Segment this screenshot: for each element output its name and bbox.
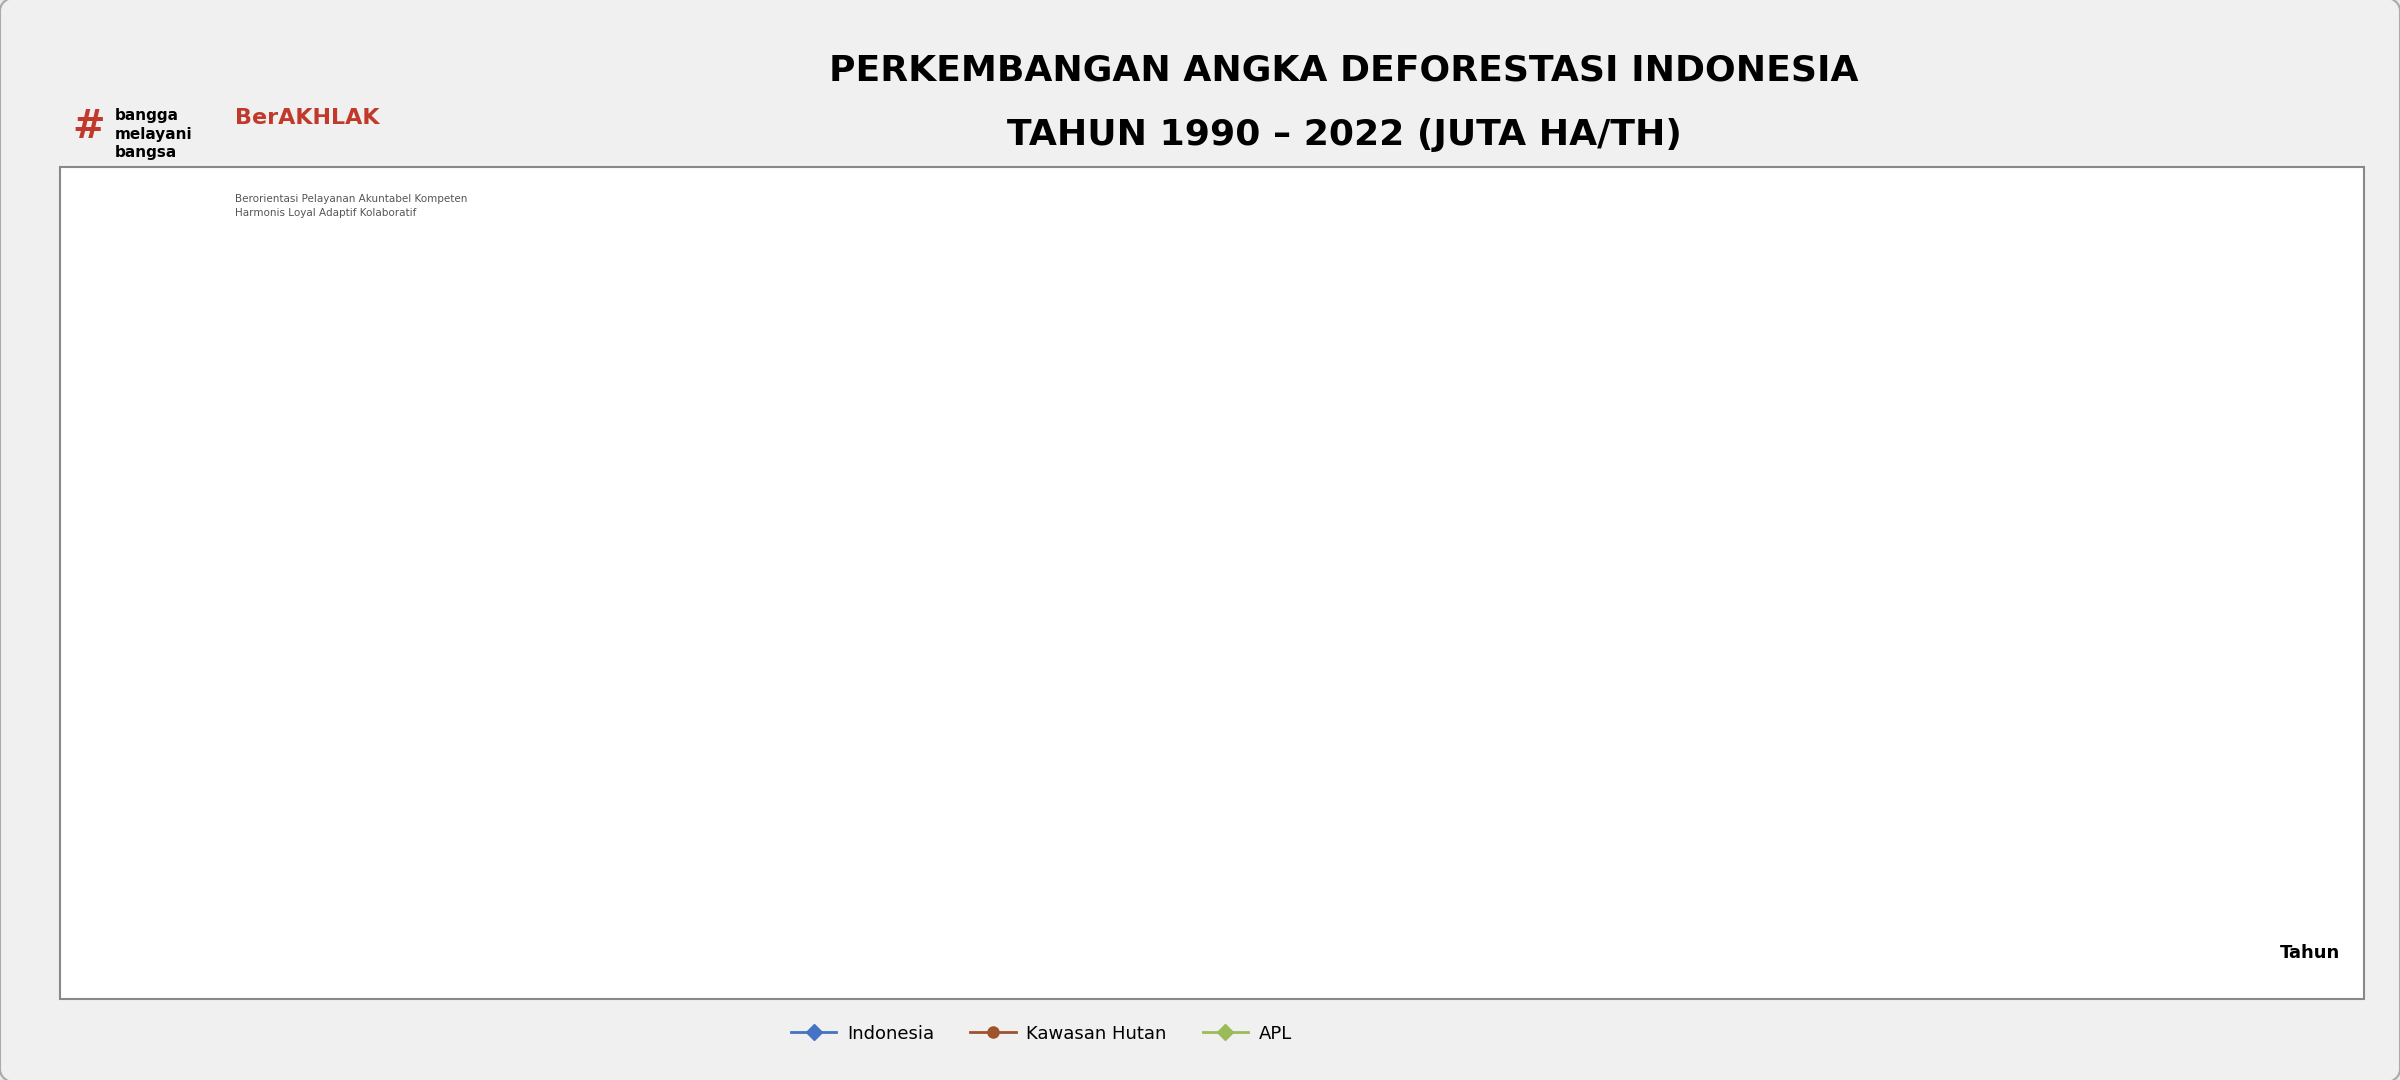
Text: 0,22: 0,22 bbox=[1738, 829, 1769, 843]
Text: 0,76: 0,76 bbox=[626, 771, 658, 785]
Text: 0,83: 0,83 bbox=[749, 729, 780, 743]
Text: PERKEMBANGAN ANGKA DEFORESTASI INDONESIA: PERKEMBANGAN ANGKA DEFORESTASI INDONESIA bbox=[830, 53, 1858, 87]
Y-axis label: Angka Deforestasi (juta hektar/tahun): Angka Deforestasi (juta hektar/tahun) bbox=[110, 417, 125, 706]
Text: 0,68: 0,68 bbox=[379, 787, 410, 801]
Text: 1,87: 1,87 bbox=[257, 558, 288, 572]
Text: 0,12: 0,12 bbox=[874, 879, 905, 893]
Text: 0,30: 0,30 bbox=[504, 816, 533, 831]
Text: Tahun: Tahun bbox=[2280, 944, 2340, 961]
Text: 0,63: 0,63 bbox=[1490, 762, 1522, 777]
Text: 0,39: 0,39 bbox=[1121, 801, 1150, 815]
Text: TAHUN 1990 – 2022 (JUTA HA/TH): TAHUN 1990 – 2022 (JUTA HA/TH) bbox=[1006, 118, 1682, 152]
Text: 0,12: 0,12 bbox=[1985, 846, 2014, 860]
Text: 1,09: 1,09 bbox=[1366, 687, 1397, 700]
Text: 0,48: 0,48 bbox=[1613, 787, 1644, 801]
Text: 0,46: 0,46 bbox=[1860, 791, 1891, 805]
Legend: Indonesia, Kawasan Hutan, APL: Indonesia, Kawasan Hutan, APL bbox=[785, 1017, 1298, 1050]
Text: 1,08: 1,08 bbox=[504, 688, 533, 702]
Text: 0,11: 0,11 bbox=[2107, 848, 2138, 862]
Text: 0,09: 0,09 bbox=[1860, 885, 1891, 899]
Text: 1,37: 1,37 bbox=[242, 671, 274, 685]
Text: 0,03: 0,03 bbox=[2230, 894, 2261, 908]
Text: 0,18: 0,18 bbox=[1613, 869, 1644, 883]
Text: 0,10: 0,10 bbox=[2230, 849, 2261, 863]
Text: 0,50: 0,50 bbox=[257, 816, 288, 831]
Text: 0,61: 0,61 bbox=[996, 766, 1027, 780]
Text: 0,35: 0,35 bbox=[996, 839, 1027, 853]
Text: 0,61: 0,61 bbox=[749, 796, 780, 810]
Text: 0,82: 0,82 bbox=[1378, 731, 1409, 745]
Text: 0,18: 0,18 bbox=[1366, 869, 1397, 883]
Text: 0,22: 0,22 bbox=[1738, 860, 1769, 874]
Text: 0,11: 0,11 bbox=[1243, 881, 1274, 895]
Text: 0,73: 0,73 bbox=[1121, 745, 1150, 759]
Text: bangga
melayani
bangsa: bangga melayani bangsa bbox=[115, 108, 192, 160]
Text: 0,20: 0,20 bbox=[1490, 866, 1522, 880]
Text: 0,34: 0,34 bbox=[1121, 840, 1150, 854]
Text: 0,04: 0,04 bbox=[2107, 893, 2138, 906]
Text: 0,22: 0,22 bbox=[749, 863, 780, 877]
Text: 1,17: 1,17 bbox=[626, 673, 658, 687]
Text: 0,41: 0,41 bbox=[626, 798, 658, 812]
Text: 0,45: 0,45 bbox=[874, 792, 905, 806]
Text: 0,43: 0,43 bbox=[1490, 825, 1522, 839]
Text: 3,51: 3,51 bbox=[379, 287, 410, 301]
Text: 0,33: 0,33 bbox=[874, 842, 905, 856]
Text: BerAKHLAK: BerAKHLAK bbox=[235, 108, 379, 129]
Text: 0,44: 0,44 bbox=[1738, 794, 1769, 808]
Text: 0,40: 0,40 bbox=[1243, 800, 1274, 814]
Text: 0,08: 0,08 bbox=[2107, 853, 2138, 867]
Text: 0,07: 0,07 bbox=[1985, 885, 2014, 899]
Text: #: # bbox=[72, 108, 106, 146]
Text: 0,07: 0,07 bbox=[2230, 885, 2261, 899]
Text: 0,26: 0,26 bbox=[996, 823, 1027, 837]
Text: 0,38: 0,38 bbox=[1872, 804, 1903, 818]
Text: 0,78: 0,78 bbox=[504, 768, 533, 782]
Text: Berorientasi Pelayanan Akuntabel Kompeten
Harmonis Loyal Adaptif Kolaboratif: Berorientasi Pelayanan Akuntabel Kompete… bbox=[235, 194, 468, 217]
Text: 0,30: 0,30 bbox=[1613, 847, 1644, 861]
Text: 0,29: 0,29 bbox=[1243, 849, 1274, 863]
Text: 0,05: 0,05 bbox=[1985, 891, 2014, 905]
Text: 2,83: 2,83 bbox=[391, 400, 422, 414]
